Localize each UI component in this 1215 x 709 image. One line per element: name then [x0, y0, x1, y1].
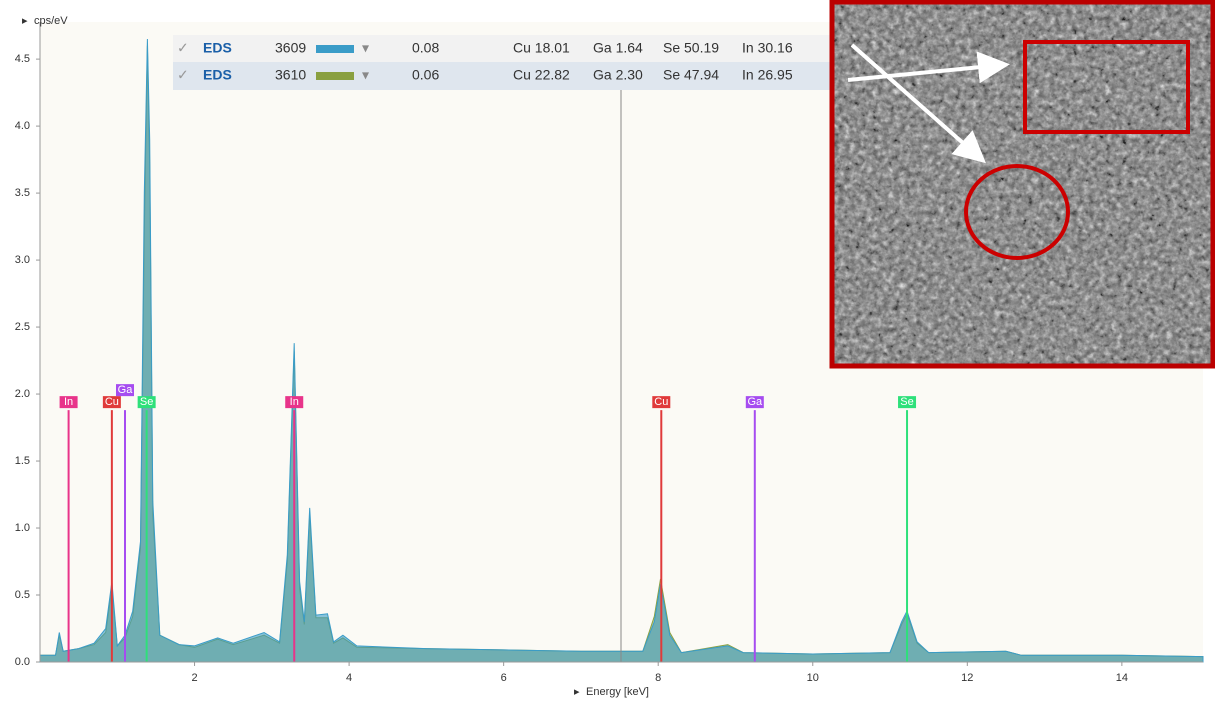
dropdown[interactable]: ▾ [362, 67, 369, 83]
y-tick-label: 4.0 [15, 120, 30, 132]
table-row[interactable] [173, 62, 830, 90]
composition: Se 50.19 [663, 40, 719, 56]
element-tag [102, 396, 121, 409]
element-label: Ga [747, 396, 763, 408]
x-tick-label: 4 [346, 672, 352, 684]
element-label: In [64, 396, 73, 408]
table-row[interactable] [173, 35, 830, 62]
y-tick-label: 0.0 [15, 656, 30, 668]
element-label: Cu [105, 396, 119, 408]
y-tick-label: 3.0 [15, 254, 30, 266]
arrow [850, 43, 986, 164]
element-tag [745, 396, 764, 409]
x-tick-label: 14 [1116, 672, 1128, 684]
x-tick-label: 2 [191, 672, 197, 684]
y-tick-label: 1.5 [15, 455, 30, 467]
composition: Cu 18.01 [513, 40, 570, 56]
y-tick-label: 4.5 [15, 53, 30, 65]
x-tick-label: 12 [961, 672, 973, 684]
element-tag [137, 396, 156, 409]
y-tick-label: 2.5 [15, 321, 30, 333]
highlight-rect [1023, 40, 1190, 134]
color-swatch [316, 45, 354, 53]
element-label: In [290, 396, 299, 408]
expander[interactable]: ▸ [22, 15, 28, 27]
element-tag [285, 396, 304, 409]
element-label: Se [900, 396, 913, 408]
element-tag [116, 384, 135, 397]
element-label: Se [140, 396, 153, 408]
y-tick-label: 0.5 [15, 589, 30, 601]
dropdown[interactable]: ▾ [362, 40, 369, 56]
x-tick-label: 10 [807, 672, 819, 684]
check[interactable]: ✓ [177, 67, 189, 83]
row-tag: EDS [203, 67, 232, 83]
y-tick-label: 3.5 [15, 187, 30, 199]
y-tick-label: 1.0 [15, 522, 30, 534]
composition: In 30.16 [742, 40, 793, 56]
y-tick-label: 2.0 [15, 388, 30, 400]
sem-texture [832, 2, 1213, 366]
series-name: 3609 [275, 40, 306, 56]
score: 0.06 [412, 67, 439, 83]
inset-border [829, 0, 1215, 369]
composition: Cu 22.82 [513, 67, 570, 83]
color-swatch [316, 72, 354, 80]
y-axis-title: cps/eV [34, 15, 68, 27]
x-tick-label: 6 [501, 672, 507, 684]
check[interactable]: ✓ [177, 40, 189, 56]
composition: In 26.95 [742, 67, 793, 83]
element-tag [59, 396, 78, 409]
element-tag [652, 396, 671, 409]
highlight-circle [964, 164, 1070, 260]
x-axis-title: Energy [keV] [586, 686, 649, 698]
x-tick-label: 8 [655, 672, 661, 684]
score: 0.08 [412, 40, 439, 56]
row-tag: EDS [203, 40, 232, 56]
composition: Ga 2.30 [593, 67, 643, 83]
element-label: Cu [654, 396, 668, 408]
sem-inset [829, 0, 1215, 369]
element-label: Ga [118, 384, 134, 396]
arrow [847, 51, 1010, 84]
composition: Se 47.94 [663, 67, 719, 83]
composition: Ga 1.64 [593, 40, 643, 56]
expander[interactable]: ▸ [574, 686, 580, 698]
series-name: 3610 [275, 67, 306, 83]
element-tag [898, 396, 917, 409]
